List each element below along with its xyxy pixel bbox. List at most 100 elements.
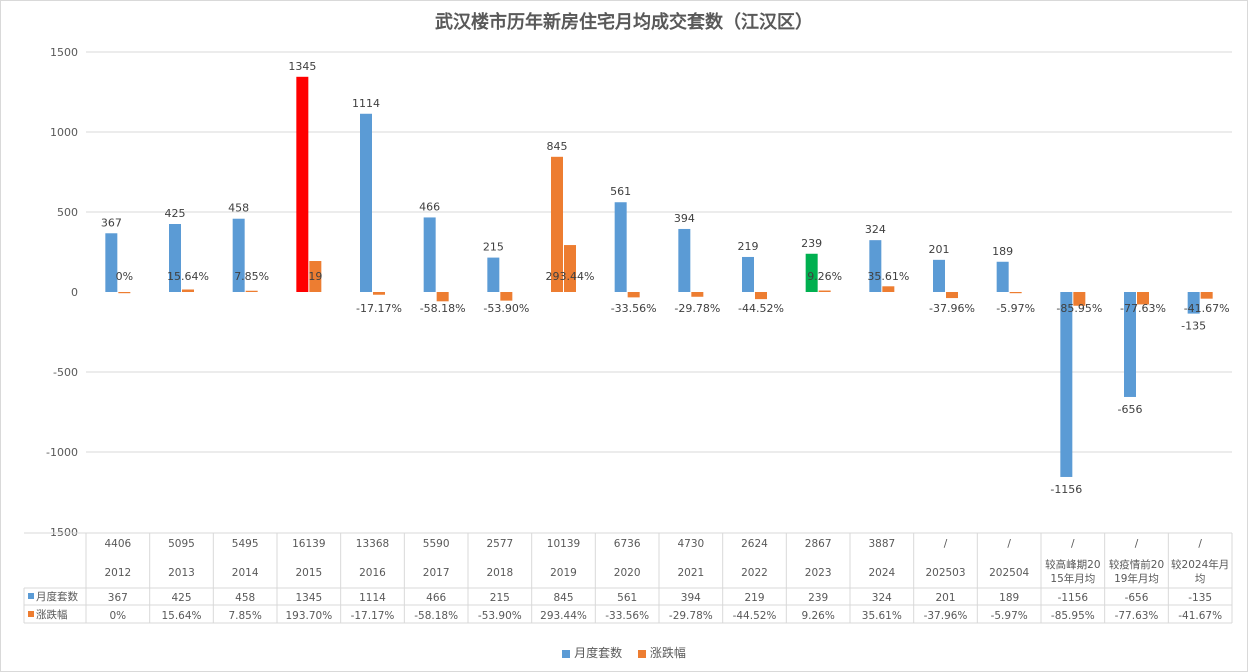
data-label-change: -33.56%: [611, 302, 657, 315]
bar-monthly: [1124, 292, 1136, 397]
table-value-monthly: 561: [617, 592, 637, 604]
bar-monthly: [105, 233, 118, 292]
data-label-monthly: 458: [228, 202, 249, 215]
legend-swatch-monthly: [562, 649, 571, 658]
table-value-change: -85.95%: [1051, 610, 1095, 622]
bar-change: [436, 292, 449, 302]
table-series-label: 月度套数: [36, 590, 78, 603]
bar-change: [818, 290, 831, 292]
table-value-monthly: 845: [553, 592, 573, 604]
table-value-monthly: 215: [490, 592, 510, 604]
legend-label-change: 涨跌幅: [649, 646, 686, 660]
bar-change: [627, 292, 640, 298]
table-annual-total: 5095: [168, 538, 195, 550]
table-annual-total: 4730: [677, 538, 704, 550]
table-value-monthly: -135: [1188, 592, 1212, 604]
table-value-change: 35.61%: [862, 610, 902, 622]
table-annual-total: /: [1071, 538, 1075, 550]
table-value-monthly: 1345: [295, 592, 322, 604]
data-label-change: -85.95%: [1056, 302, 1102, 315]
bar-monthly: [742, 256, 754, 292]
data-label-change: 0%: [116, 270, 133, 283]
data-label-monthly: 561: [610, 185, 631, 198]
bar-monthly: [1060, 292, 1073, 477]
table-annual-total: 2624: [741, 538, 768, 550]
data-label-change: 7.85%: [234, 270, 269, 283]
data-label-change: -58.18%: [420, 302, 466, 315]
data-label-change: -17.17%: [356, 302, 402, 315]
table-value-change: 15.64%: [161, 610, 201, 622]
x-category-label: 2021: [677, 567, 704, 579]
bar-monthly: [614, 202, 627, 292]
bar-change: [691, 292, 704, 297]
data-label-monthly: 394: [674, 212, 695, 225]
table-value-change: 193.70%: [285, 610, 332, 622]
table-annual-total: /: [944, 538, 948, 550]
bar-change: [882, 286, 895, 292]
table-value-change: -58.18%: [414, 610, 458, 622]
x-category-label: 15年月均: [1050, 572, 1095, 585]
x-category-label: 202504: [989, 567, 1029, 579]
table-value-change: -5.97%: [991, 610, 1028, 622]
data-label-change: -44.52%: [738, 302, 784, 315]
table-value-monthly: 219: [744, 592, 764, 604]
table-annual-total: 10139: [547, 538, 580, 550]
bar-monthly: [360, 113, 372, 292]
y-tick-label: -1000: [46, 446, 78, 459]
table-annual-total: 5495: [232, 538, 259, 550]
bar-change: [946, 292, 958, 299]
bar-monthly: [551, 156, 563, 292]
bar-monthly: [1187, 292, 1200, 314]
x-category-label: 2022: [741, 567, 768, 579]
data-label-change: 19: [308, 270, 322, 283]
table-value-change: -77.63%: [1115, 610, 1159, 622]
chart-title: 武汉楼市历年新房住宅月均成交套数（江汉区）: [435, 12, 813, 33]
table-value-monthly: 239: [808, 592, 828, 604]
table-annual-total: 5590: [423, 538, 450, 550]
table-annual-total: 2867: [805, 538, 832, 550]
table-value-monthly: 1114: [359, 592, 386, 604]
table-annual-total: 3887: [868, 538, 895, 550]
legend-label-monthly: 月度套数: [574, 646, 623, 660]
x-category-label: 均: [1195, 573, 1206, 585]
bar-monthly: [933, 259, 945, 292]
data-label-monthly: 201: [929, 243, 950, 256]
data-label-change: -37.96%: [929, 302, 975, 315]
bar-monthly: [869, 240, 882, 292]
table-value-change: -29.78%: [669, 610, 713, 622]
bar-change: [309, 261, 322, 292]
table-value-change: 0%: [109, 610, 126, 622]
table-value-change: -41.67%: [1178, 610, 1222, 622]
table-value-monthly: 367: [108, 592, 128, 604]
table-value-monthly: 425: [171, 592, 191, 604]
data-label-monthly: 239: [801, 237, 822, 250]
table-annual-total: /: [1198, 538, 1202, 550]
bar-change: [1200, 292, 1213, 299]
x-category-label: 2017: [423, 567, 450, 579]
x-category-label: 2018: [486, 567, 513, 579]
bar-change: [1073, 292, 1086, 306]
table-key-monthly: [28, 593, 34, 599]
bar-change: [755, 292, 767, 300]
bar-monthly: [996, 261, 1009, 292]
data-label-monthly: 1345: [288, 60, 316, 73]
table-value-change: 7.85%: [228, 610, 261, 622]
table-value-change: -37.96%: [924, 610, 968, 622]
data-label-monthly: 425: [165, 207, 186, 220]
x-category-label: 较2024年月: [1171, 558, 1229, 571]
data-label-monthly: 367: [101, 216, 122, 229]
data-label-change: -5.97%: [996, 302, 1035, 315]
bar-change: [182, 289, 194, 292]
data-label-change: -53.90%: [483, 302, 529, 315]
y-tick-label: 1500: [50, 46, 78, 59]
table-value-monthly: 466: [426, 592, 446, 604]
table-value-change: -53.90%: [478, 610, 522, 622]
legend-item-monthly: 月度套数: [562, 644, 622, 661]
legend-swatch-change: [637, 649, 646, 658]
bar-monthly: [232, 218, 245, 292]
table-value-monthly: -1156: [1058, 592, 1089, 604]
table-value-monthly: -656: [1125, 592, 1149, 604]
data-label-change: 9.26%: [807, 270, 842, 283]
table-annual-total: /: [1135, 538, 1139, 550]
